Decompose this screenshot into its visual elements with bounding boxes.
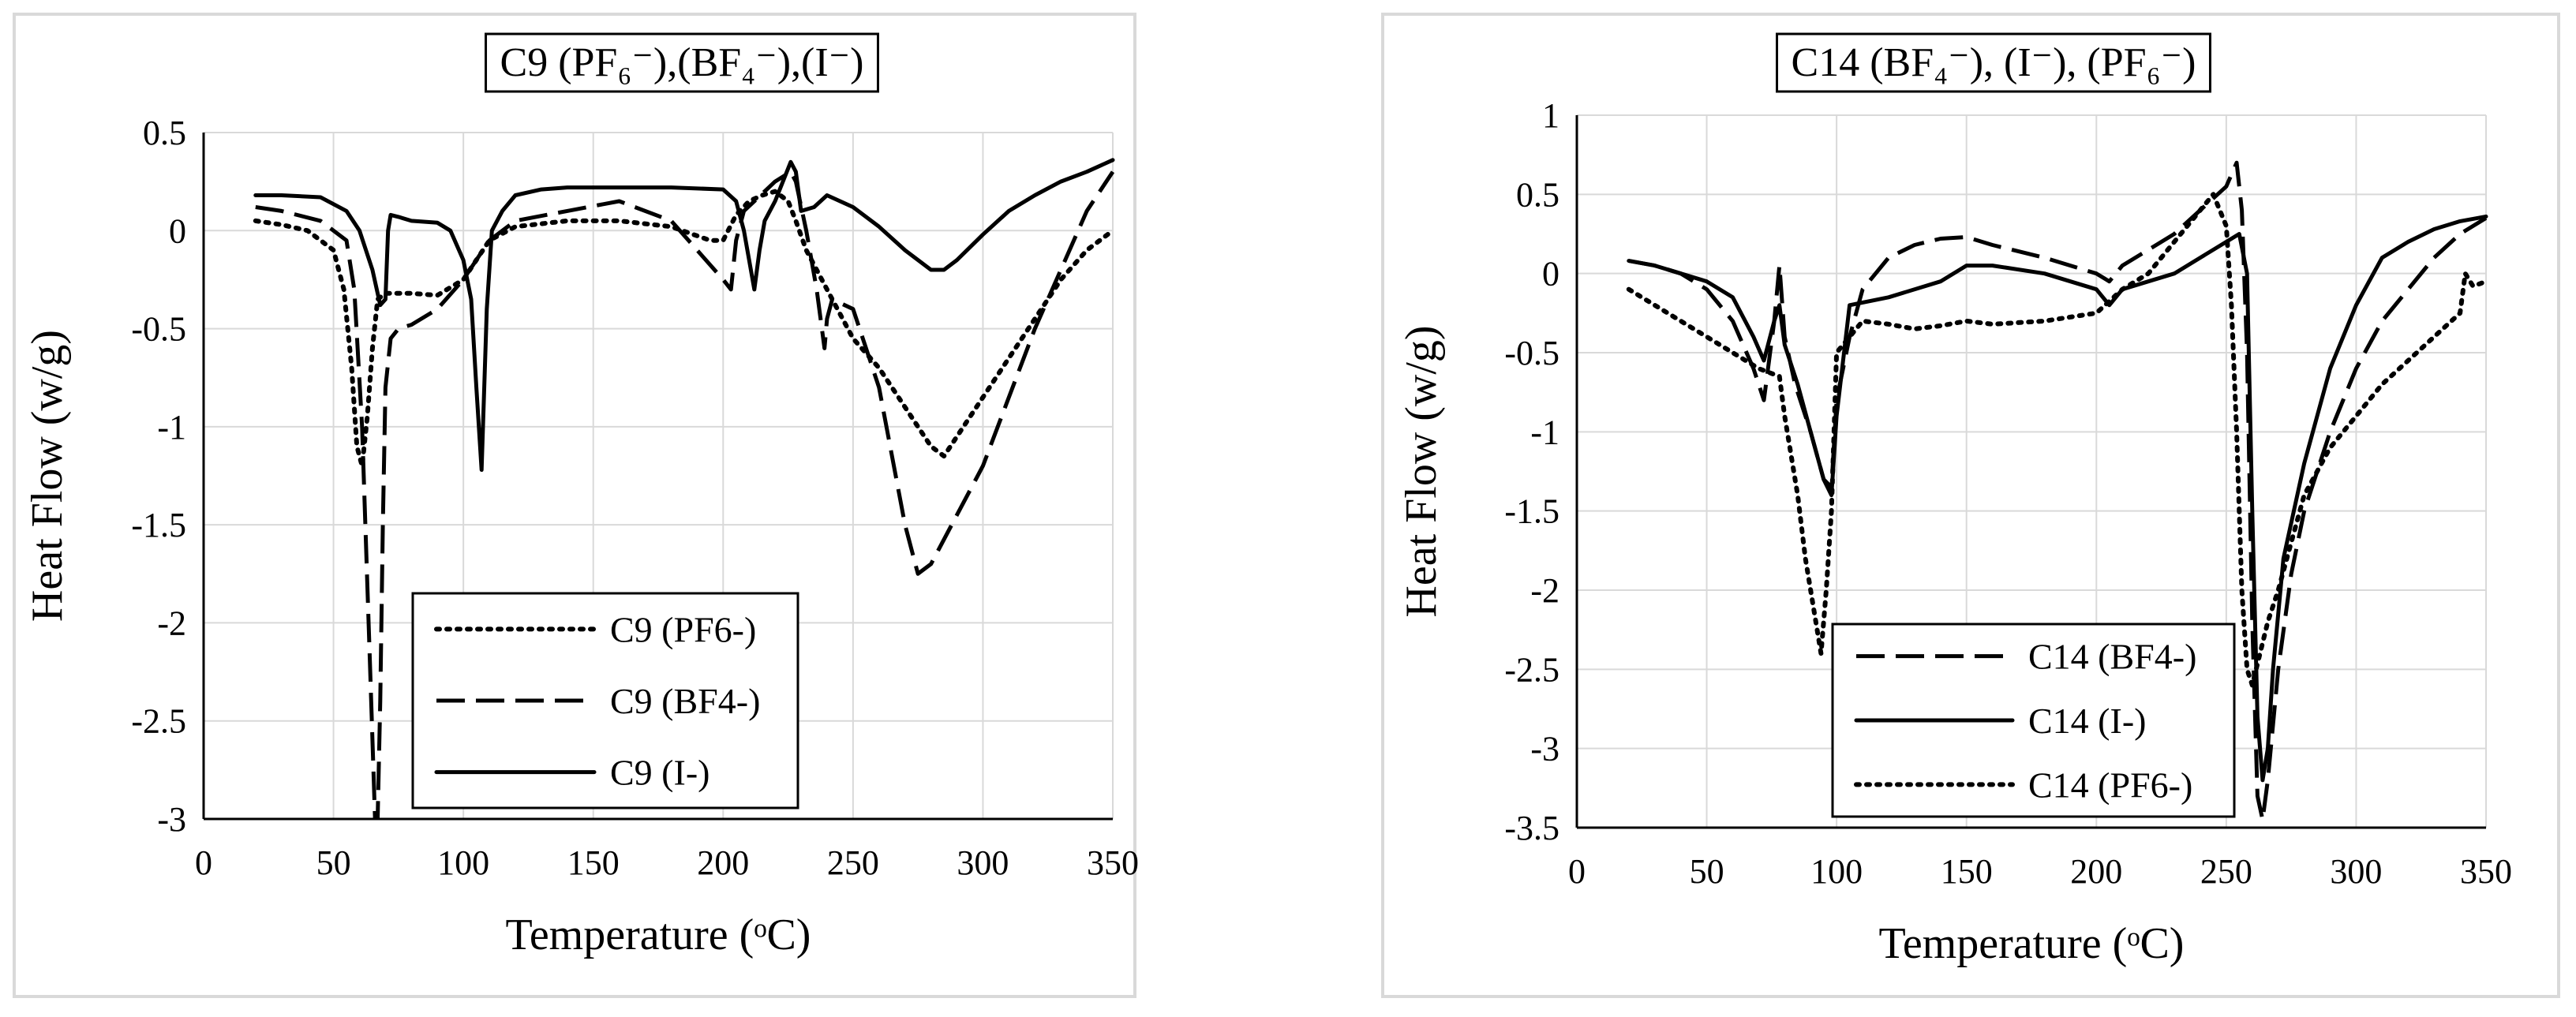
legend-label: C14 (I-) [2028,701,2146,741]
y-tick-label: -3 [1530,730,1559,768]
legend-label: C9 (I-) [610,753,710,793]
series-line-c9-i [253,158,1115,472]
legend-label: C9 (PF6-) [610,609,756,649]
x-axis-title: Temperature (ᵒC) [1879,919,2185,968]
x-tick-label: 200 [2070,852,2122,891]
y-axis-title: Heat Flow (w/g) [23,330,72,622]
y-tick-label: -2.5 [131,702,186,741]
chart-svg: 0 50 100 150 200 250 300 350 0.5 0 -0.5 -1 -1.5 -2 -2.… [13,13,1139,998]
x-tick-label: 350 [2460,852,2512,891]
chart-title-box [485,32,879,93]
chart-title-box [1776,32,2211,93]
chart-svg: 0 50 100 150 200 250 300 350 1 0.5 0 -0.5 -1 -1.5 -2 -2… [1381,13,2560,998]
x-tick-label: 0 [195,843,212,882]
x-tick-label: 300 [957,843,1009,882]
y-tick-label: -0.5 [131,310,186,349]
x-tick-label: 350 [1087,843,1139,882]
x-tick-label: 100 [1810,852,1863,891]
chart-title: C14 (BF₄⁻), (I⁻), (PF₆⁻) [1792,40,2196,85]
x-tick-label: 50 [316,843,351,882]
y-tick-label: -1 [1530,413,1559,451]
x-tick-label: 300 [2330,852,2382,891]
y-tick-label: -3 [157,800,186,839]
y-tick-label: -3.5 [1504,809,1559,847]
y-tick-label: -0.5 [1504,334,1559,372]
series-line-c9-pf6 [253,189,1115,469]
y-tick-label: 0.5 [143,114,186,152]
y-tick-label: 0.5 [1516,175,1559,214]
x-tick-label: 50 [1690,852,1724,891]
x-axis-title: Temperature (ᵒC) [506,910,811,959]
x-tick-label: 0 [1568,852,1586,891]
legend-label: C14 (PF6-) [2028,765,2192,805]
x-tick-label: 150 [567,843,620,882]
legend: C14 (BF4-) C14 (I-) C14 (PF6-) [1831,623,2236,818]
x-tick-label: 150 [1941,852,1993,891]
series-line-c14-pf6 [1626,192,2488,688]
y-tick-label: -2 [1530,571,1559,610]
chart-c14: 0 50 100 150 200 250 300 350 1 0.5 0 -0.5 -1 -1.5 -2 -2… [1313,0,2576,1017]
x-tick-label: 100 [437,843,489,882]
series-line-c14-i [1627,214,2488,783]
y-tick-label: -1 [157,408,186,447]
y-tick-label: -2 [157,604,186,642]
y-tick-label: 0 [169,211,186,250]
x-tick-label: 200 [697,843,749,882]
chart-c9: 0 50 100 150 200 250 300 350 0.5 0 -0.5 -1 -1.5 -2 -2.… [13,13,1139,998]
y-tick-label: 0 [1542,255,1559,294]
legend-label: C9 (BF4-) [610,681,760,721]
x-tick-label: 250 [827,843,879,882]
y-tick-label: -1.5 [1504,492,1559,531]
x-tick-label: 250 [2200,852,2252,891]
series-line-c14-bf4 [1628,160,2488,822]
chart-title: C9 (PF₆⁻),(BF₄⁻),(I⁻) [500,40,864,85]
chart-frame [13,13,1136,998]
chart-frame [1381,13,2560,998]
legend: C9 (PF6-) C9 (BF4-) C9 (I-) [411,592,799,809]
y-axis-title: Heat Flow (w/g) [1397,325,1446,617]
series-group [1626,160,2488,822]
series-group [253,158,1115,819]
y-tick-label: 1 [1542,96,1559,135]
legend-label: C14 (BF4-) [2028,637,2196,677]
series-line-c9-bf4 [255,170,1115,819]
y-tick-label: -1.5 [131,506,186,544]
y-tick-label: -2.5 [1504,650,1559,689]
